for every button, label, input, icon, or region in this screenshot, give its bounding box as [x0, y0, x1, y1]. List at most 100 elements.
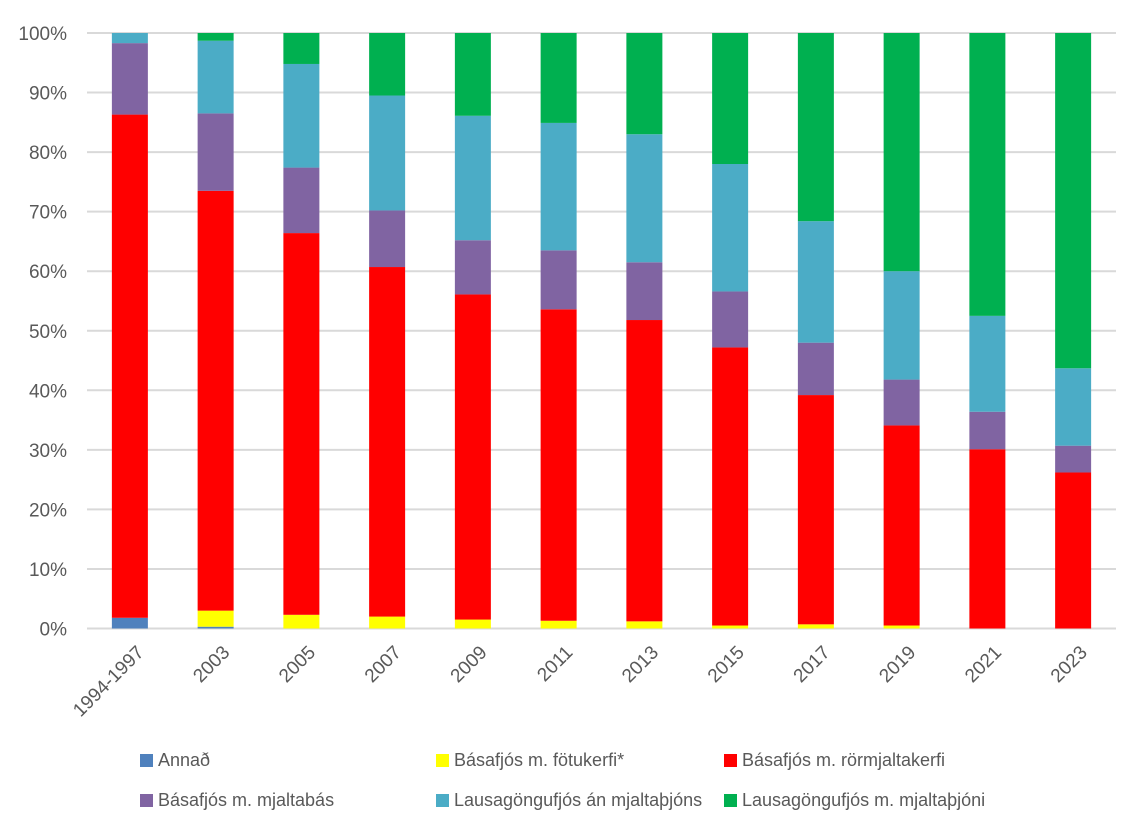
bar-segment — [969, 449, 1006, 629]
bar-segment — [883, 271, 920, 380]
bar-segment — [540, 122, 577, 251]
bar-segment — [369, 33, 406, 96]
bar-stack — [369, 33, 406, 629]
bar-stack — [540, 33, 577, 629]
bar-segment — [111, 43, 148, 115]
y-tick-label: 100% — [18, 24, 67, 45]
legend-item-annad[interactable]: Annað — [140, 748, 210, 772]
bar-segment — [626, 621, 663, 629]
bar-segment — [540, 620, 577, 629]
legend-swatch — [724, 793, 737, 807]
bar-segment — [797, 624, 834, 629]
x-tick-label: 2019 — [875, 642, 920, 687]
bar-segment — [969, 33, 1006, 316]
bar-segment — [283, 63, 320, 168]
bar-segment — [111, 617, 148, 629]
x-tick-label: 2017 — [790, 642, 835, 687]
legend-item-basafjos-mjaltabas[interactable]: Básafjós m. mjaltabás — [140, 788, 334, 812]
bar-stack — [1055, 33, 1092, 629]
bar-segment — [369, 616, 406, 629]
bar-segment — [454, 240, 491, 295]
bar-stack — [111, 33, 148, 629]
bar-stack — [626, 33, 663, 629]
bar-segment — [626, 262, 663, 321]
bar-segment — [626, 33, 663, 135]
bar-segment — [883, 379, 920, 426]
y-tick-label: 40% — [29, 381, 67, 402]
bar-segment — [1055, 472, 1092, 629]
bar-segment — [540, 309, 577, 621]
bar-stack — [197, 33, 234, 629]
bar-segment — [883, 625, 920, 629]
bar-segment — [197, 626, 234, 629]
bar-segment — [1055, 368, 1092, 446]
x-tick-label: 1994-1997 — [69, 642, 148, 721]
bar-segment — [369, 95, 406, 211]
x-tick-label: 2023 — [1047, 642, 1092, 687]
x-tick-label: 2009 — [447, 642, 492, 687]
bar-segment — [626, 320, 663, 622]
bar-stack — [283, 33, 320, 629]
y-tick-label: 10% — [29, 560, 67, 581]
legend-item-basafjos-rormjaltakerfi[interactable]: Básafjós m. rörmjaltakerfi — [724, 748, 945, 772]
y-tick-label: 70% — [29, 203, 67, 224]
x-tick-label: 2013 — [618, 642, 663, 687]
bar-segment — [712, 625, 749, 629]
bar-segment — [712, 347, 749, 626]
y-tick-label: 50% — [29, 322, 67, 343]
y-tick-label: 0% — [40, 620, 68, 641]
legend-label: Annað — [158, 749, 211, 770]
bar-segment — [283, 614, 320, 629]
bar-segment — [883, 425, 920, 626]
bar-segment — [969, 411, 1006, 450]
legend-item-basafjos-fotukerfi[interactable]: Básafjós m. fötukerfi* — [436, 748, 624, 772]
bar-stack — [712, 33, 749, 629]
bar-segment — [197, 190, 234, 611]
bar-segment — [454, 33, 491, 116]
bar-segment — [454, 294, 491, 620]
bar-segment — [797, 395, 834, 625]
bar-segment — [626, 134, 663, 263]
bar-segment — [197, 113, 234, 191]
bar-segment — [540, 33, 577, 123]
bar-segment — [883, 33, 920, 272]
bar-segment — [969, 315, 1006, 412]
legend-swatch — [140, 753, 153, 767]
bar-segment — [712, 291, 749, 348]
bars — [111, 33, 1092, 629]
x-tick-label: 2015 — [704, 642, 749, 687]
legend-swatch — [724, 753, 737, 767]
legend-swatch — [436, 753, 449, 767]
legend-item-lausagongufjos-m-mjaltathjoni[interactable]: Lausagöngufjós m. mjaltaþjóni — [724, 788, 985, 812]
bar-segment — [111, 33, 148, 44]
bar-stack — [797, 33, 834, 629]
bar-segment — [797, 33, 834, 222]
legend-label: Básafjós m. rörmjaltakerfi — [742, 749, 946, 770]
bar-segment — [540, 250, 577, 310]
legend-swatch — [140, 793, 153, 807]
bar-segment — [797, 221, 834, 343]
bar-segment — [197, 40, 234, 114]
bar-segment — [283, 233, 320, 615]
bar-segment — [454, 619, 491, 629]
bar-segment — [797, 342, 834, 396]
x-axis-tick-labels: 1994-1997 2003 2005 2007 2009 2011 2013 2015 201… — [69, 642, 1091, 721]
legend-item-lausagongufjos-an-mjaltathjons[interactable]: Lausagöngufjós án mjaltaþjóns — [436, 788, 702, 812]
bar-segment — [283, 33, 320, 64]
bar-segment — [454, 115, 491, 241]
gridlines — [87, 32, 1116, 630]
bar-stack — [969, 33, 1006, 629]
x-tick-label: 2021 — [961, 642, 1006, 687]
bar-stack — [454, 33, 491, 629]
bar-segment — [369, 210, 406, 268]
x-tick-label: 2003 — [189, 642, 234, 687]
legend-label: Básafjós m. fötukerfi* — [454, 749, 625, 770]
y-tick-label: 60% — [29, 262, 67, 283]
bar-segment — [1055, 445, 1092, 473]
y-axis-tick-labels: 0% 10% 20% 30% 40% 50% 60% 70% 80% 90% 100% — [18, 24, 67, 641]
bar-segment — [111, 114, 148, 618]
bar-segment — [1055, 33, 1092, 369]
x-tick-label: 2011 — [533, 642, 577, 686]
x-tick-label: 2007 — [361, 642, 406, 687]
